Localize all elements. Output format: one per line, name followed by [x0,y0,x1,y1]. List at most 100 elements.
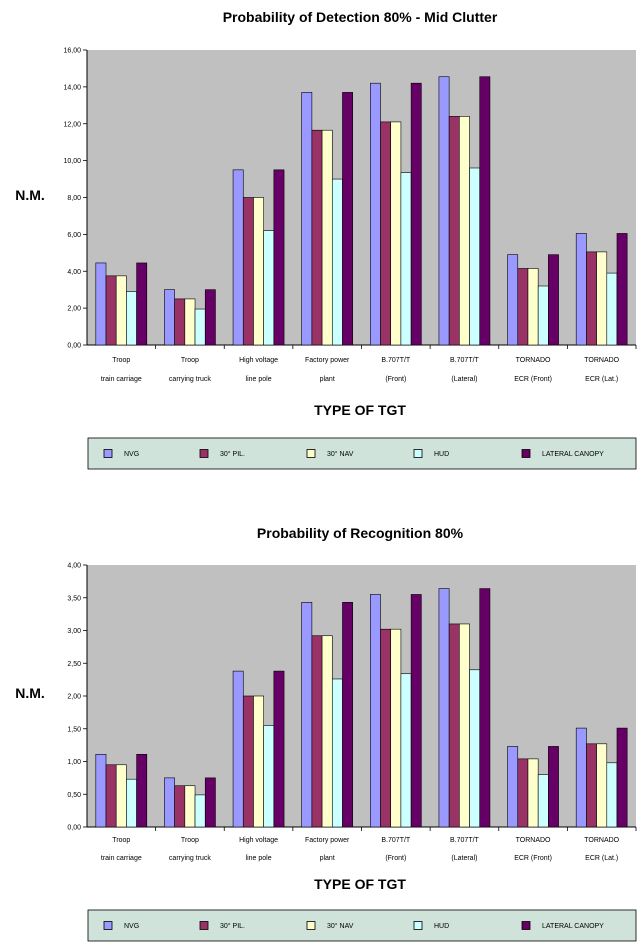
legend-label: 30° PIL. [220,450,245,458]
category-label: plant [320,376,335,383]
bar-30-pil [380,628,392,828]
bar-lateral-canopy [136,262,148,346]
bar-hud [331,178,343,346]
bar-30-nav [596,251,608,346]
bar-30-pil [311,635,323,828]
y-tick-label: 2,00 [67,306,81,313]
category-label: B.707T/T [450,837,480,844]
category-label: High voltage [239,837,278,844]
bar-30-nav [184,785,196,828]
bar-30-pil [242,695,254,828]
bar-lateral-canopy [616,727,628,828]
bar-30-nav [390,628,402,828]
bar-30-nav [459,116,470,346]
bar-nvg [232,670,244,828]
bar-lateral-canopy [204,289,216,346]
bar-30-nav [115,764,127,828]
detection-chart: Probability of Detection 80% - Mid Clutt… [0,0,639,470]
legend-label: LATERAL CANOPY [542,451,604,458]
category-label: plant [320,855,335,862]
bar-lateral-canopy [273,670,285,828]
bar-lateral-canopy [342,92,353,346]
legend-swatch [521,449,531,458]
bar-hud [400,172,412,346]
bar-lateral-canopy [204,777,216,828]
legend-label: HUD [434,923,449,930]
bar-hud [194,308,206,346]
y-tick-label: 4,00 [67,563,81,570]
y-tick-label: 12,00 [63,121,81,128]
bar-nvg [164,777,175,828]
category-label: (Front) [385,855,406,862]
legend [87,909,637,942]
y-axis-label: N.M. [15,685,45,701]
bar-30-pil [311,129,323,346]
bar-30-nav [390,121,402,346]
bar-lateral-canopy [136,753,148,828]
bar-lateral-canopy [548,746,559,828]
category-label: ECR (Front) [514,376,552,383]
legend-label: LATERAL CANOPY [542,923,604,930]
category-label: train carriage [101,855,142,862]
category-label: (Lateral) [451,855,477,862]
y-tick-label: 8,00 [67,195,81,202]
bar-lateral-canopy [616,233,628,346]
bar-nvg [438,76,450,346]
x-axis-label: TYPE OF TGT [314,402,406,418]
category-label: train carriage [101,376,142,383]
bar-hud [331,678,343,828]
category-label: (Front) [385,376,406,383]
category-label: line pole [246,855,272,862]
bar-lateral-canopy [410,82,422,346]
bar-30-nav [321,635,333,828]
bar-lateral-canopy [410,594,422,828]
bar-nvg [575,233,587,346]
bar-hud [263,230,275,346]
category-label: carrying truck [169,855,212,862]
bar-30-pil [105,764,117,828]
bar-30-nav [253,695,264,828]
x-axis-label: TYPE OF TGT [314,876,406,892]
category-label: ECR (Lat.) [585,855,618,862]
bar-hud [126,291,137,346]
bar-30-nav [253,197,264,346]
recognition-chart: Probability of Recognition 80% 0,00 0,50 1,… [0,470,639,943]
category-label: Troop [112,837,130,844]
chart-title: Probability of Recognition 80% [257,525,464,541]
y-tick-label: 4,00 [67,269,81,276]
bar-hud [606,272,618,346]
bar-lateral-canopy [479,76,491,346]
bar-nvg [507,254,519,346]
legend-swatch [199,921,209,930]
category-label: Troop [112,357,130,364]
bar-30-nav [527,268,539,346]
bar-hud [537,774,549,828]
category-label: TORNADO [584,357,619,364]
bar-hud [400,673,412,828]
y-tick-label: 0,50 [67,792,81,799]
category-label: TORNADO [516,837,551,844]
bar-hud [469,669,481,828]
category-label: ECR (Front) [514,855,552,862]
bar-30-pil [174,785,186,828]
legend-swatch [521,921,531,930]
bar-nvg [232,169,244,346]
y-tick-label: 6,00 [67,232,81,239]
bar-lateral-canopy [479,588,491,828]
bar-hud [194,794,206,828]
bar-nvg [438,588,450,828]
y-tick-label: 1,50 [67,726,81,733]
bar-30-pil [517,758,529,828]
bar-nvg [507,746,519,828]
bar-nvg [164,289,175,346]
legend-label: 30° PIL. [220,922,245,930]
bar-hud [469,167,481,346]
bar-hud [537,285,549,346]
category-label: B.707T/T [450,357,480,364]
detection-chart-svg: Probability of Detection 80% - Mid Clutt… [15,9,637,470]
bar-lateral-canopy [548,254,559,346]
y-tick-label: 2,50 [67,661,81,668]
recognition-chart-svg: Probability of Recognition 80% 0,00 0,50 1,… [15,525,637,942]
category-label: TORNADO [584,837,619,844]
legend-label: NVG [124,923,139,930]
